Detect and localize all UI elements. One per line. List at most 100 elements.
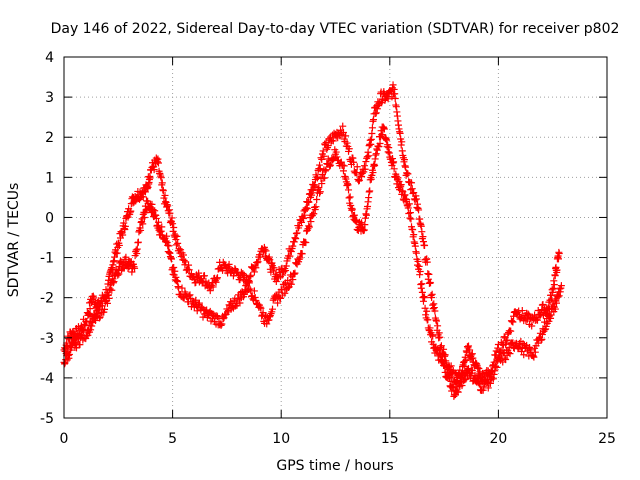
data-point	[149, 206, 157, 214]
data-point	[518, 307, 526, 315]
data-point	[121, 222, 129, 230]
data-point	[410, 231, 418, 239]
data-point	[101, 305, 109, 313]
grid-lines	[64, 57, 607, 418]
data-point	[286, 252, 294, 260]
data-point	[333, 153, 341, 161]
data-point	[173, 232, 181, 240]
data-point	[187, 294, 195, 302]
data-point	[122, 253, 130, 261]
data-point	[502, 337, 510, 345]
axes: 0 5 10 15 20 25 -5 -4 -3 -2 -1 0 1 2 3 4	[40, 50, 616, 447]
data-point	[326, 161, 334, 169]
data-point	[524, 310, 532, 318]
data-point	[427, 279, 435, 287]
data-point	[398, 138, 406, 146]
data-point	[231, 265, 239, 273]
data-point	[170, 223, 178, 231]
x-axis-label: GPS time / hours	[276, 458, 393, 474]
data-point	[429, 332, 437, 340]
data-point	[252, 296, 260, 304]
data-point	[349, 154, 357, 162]
data-point	[63, 356, 71, 364]
data-point	[316, 161, 324, 169]
data-point	[302, 239, 310, 247]
data-point	[389, 81, 397, 89]
data-point	[458, 382, 466, 390]
data-point	[326, 162, 334, 170]
data-point	[490, 370, 498, 378]
data-point	[318, 180, 326, 188]
data-point	[407, 215, 415, 223]
data-point	[303, 204, 311, 212]
data-point	[289, 276, 297, 284]
data-point	[428, 290, 436, 298]
data-point	[252, 264, 260, 272]
data-point	[555, 250, 563, 258]
data-point	[537, 336, 545, 344]
data-point	[90, 294, 98, 302]
data-point	[192, 296, 200, 304]
data-point	[246, 273, 254, 281]
data-point	[281, 289, 289, 297]
data-point	[494, 344, 502, 352]
data-point	[186, 291, 194, 299]
data-point	[421, 304, 429, 312]
data-point	[542, 322, 550, 330]
data-point	[345, 186, 353, 194]
x-tick-label: 15	[381, 431, 399, 447]
data-point	[390, 158, 398, 166]
data-point	[412, 249, 420, 257]
data-point	[313, 195, 321, 203]
data-point	[315, 184, 323, 192]
y-axis-label: SDTVAR / TECUs	[6, 183, 22, 298]
data-point	[172, 241, 180, 249]
data-point	[391, 94, 399, 102]
x-tick-label: 25	[598, 431, 616, 447]
data-point	[250, 287, 258, 295]
data-point	[376, 140, 384, 148]
data-point	[415, 262, 423, 270]
data-point	[247, 271, 255, 279]
data-point	[131, 264, 139, 272]
y-tick-label: 0	[45, 210, 54, 226]
data-point	[447, 377, 455, 385]
data-point	[551, 305, 559, 313]
data-point	[310, 210, 318, 218]
data-point	[507, 317, 515, 325]
data-point	[234, 294, 242, 302]
data-point	[425, 270, 433, 278]
data-point	[415, 206, 423, 214]
data-point	[421, 294, 429, 302]
data-point	[437, 342, 445, 350]
data-point	[346, 193, 354, 201]
data-point	[424, 316, 432, 324]
data-point	[316, 189, 324, 197]
data-point	[362, 158, 370, 166]
data-point	[287, 280, 295, 288]
data-point	[520, 351, 528, 359]
data-point	[343, 139, 351, 147]
data-point	[200, 272, 208, 280]
data-point	[108, 286, 116, 294]
data-point	[423, 307, 431, 315]
data-point	[446, 363, 454, 371]
y-tick-label: 2	[45, 130, 54, 146]
data-point	[408, 179, 416, 187]
data-point	[358, 173, 366, 181]
data-point	[290, 270, 298, 278]
y-tick-label: 3	[45, 90, 54, 106]
data-point	[519, 340, 527, 348]
data-point	[219, 315, 227, 323]
data-point	[373, 105, 381, 113]
data-point	[103, 299, 111, 307]
data-point	[492, 358, 500, 366]
data-point	[253, 259, 261, 267]
data-point	[150, 166, 158, 174]
data-point	[161, 191, 169, 199]
data-point	[368, 124, 376, 132]
data-point	[227, 298, 235, 306]
data-point	[292, 235, 300, 243]
data-point	[236, 299, 244, 307]
data-point	[479, 386, 487, 394]
